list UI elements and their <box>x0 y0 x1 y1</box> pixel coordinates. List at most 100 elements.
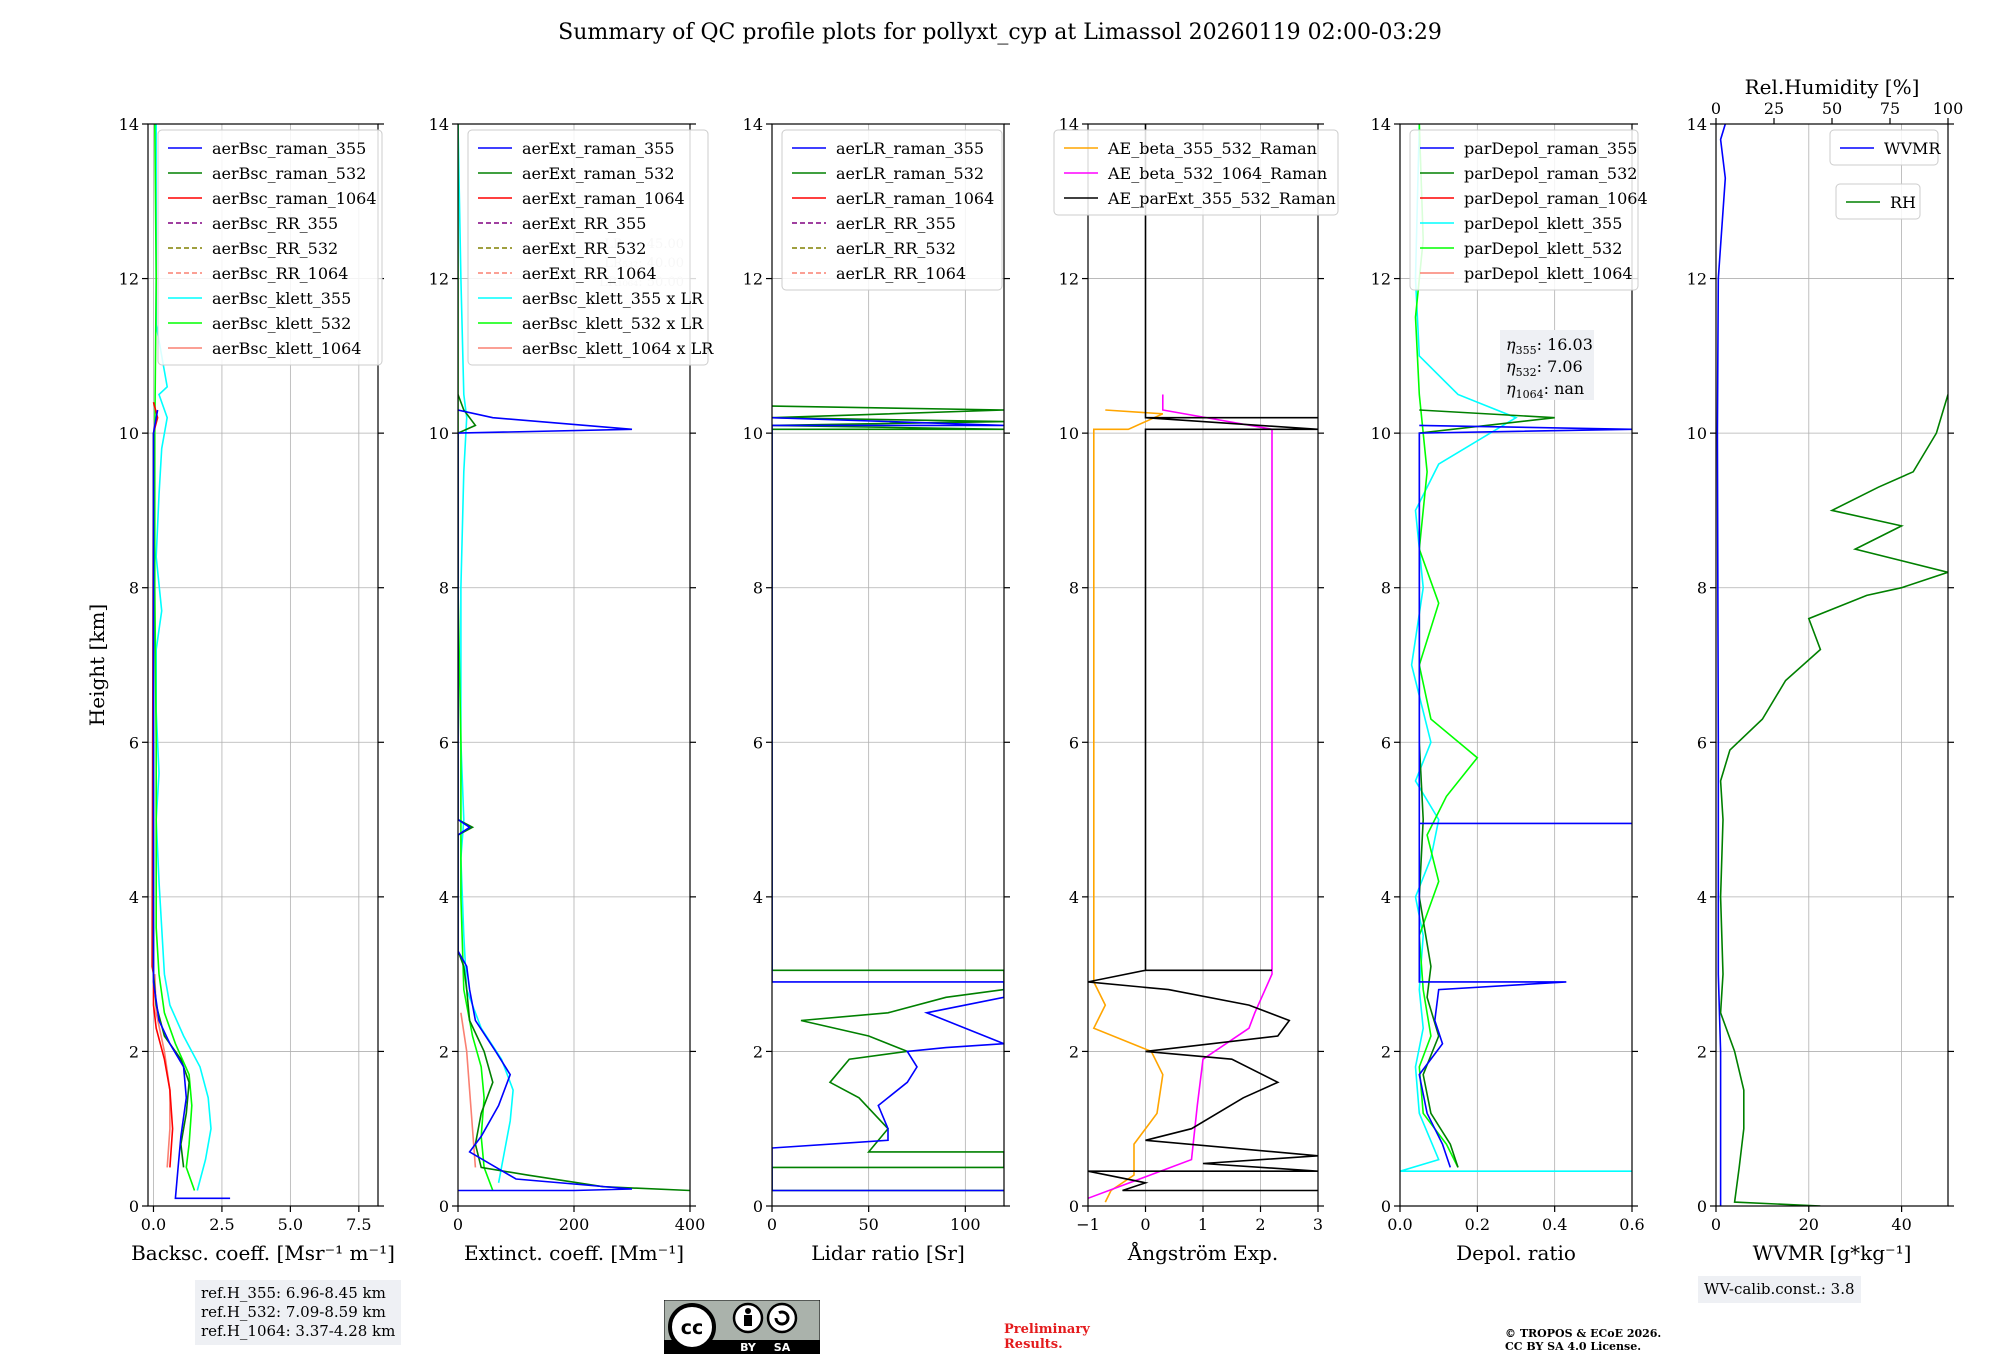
axes-frame <box>771 123 1005 1207</box>
copyright-note: © TROPOS & ECoE 2026. CC BY SA 4.0 Licen… <box>1505 1327 1661 1353</box>
x-tick-label: 0 <box>1140 1215 1150 1234</box>
ref-h-355: ref.H_355: 6.96-8.45 km <box>201 1284 386 1302</box>
y-tick-label: 6 <box>1697 733 1707 752</box>
x-tick-label: 40 <box>1891 1215 1911 1234</box>
legend-label: aerBsc_klett_1064 <box>212 339 361 358</box>
series-line-depolarization-cyan <box>1400 124 1632 1172</box>
preliminary-results-note: Preliminary Results. <box>1004 1322 1090 1352</box>
y-tick-label: 14 <box>1687 115 1707 134</box>
x-tick-label: 100 <box>950 1215 981 1234</box>
eta-sub: 532 <box>1516 366 1537 379</box>
chart-panel-extinction: 0 2 4 6 8 10 12 14 0 200 400 Extinct. coeff. [Mm⁻¹]… <box>429 115 715 1265</box>
x-axis-label: Extinct. coeff. [Mm⁻¹] <box>464 1241 684 1265</box>
eta-symbol: η <box>1506 379 1516 398</box>
y-tick-label: 6 <box>753 733 763 752</box>
y-tick-label: 6 <box>439 733 449 752</box>
legend-label: aerBsc_raman_1064 <box>212 189 377 208</box>
legend-label: aerExt_RR_355 <box>522 214 646 233</box>
cc-license-badge[interactable]: cc BY SA <box>664 1300 820 1354</box>
series-group <box>458 124 690 1192</box>
series-line-depolarization-blue <box>1418 424 1632 1168</box>
series-line-angstrom-orange <box>1092 409 1164 1203</box>
chart-panel-backscatter: 0 2 4 6 8 10 12 14 0.0 2.5 5.0 7.5 Backsc. coeff. [M… <box>85 115 395 1265</box>
legend-box <box>1829 129 1939 166</box>
y-tick-label: 10 <box>743 424 763 443</box>
legend-label: aerBsc_klett_1064 x LR <box>522 339 714 358</box>
x-axis-label: Lidar ratio [Sr] <box>811 1241 965 1265</box>
legend-label: parDepol_klett_355 <box>1464 214 1622 233</box>
y-tick-label: 8 <box>753 579 763 598</box>
y-tick-label: 10 <box>429 424 449 443</box>
x2-tick-label: 100 <box>1933 99 1964 118</box>
legend-label: parDepol_klett_532 <box>1464 239 1622 258</box>
copyright-line2: CC BY SA 4.0 License. <box>1505 1340 1642 1353</box>
y-tick-label: 2 <box>1381 1042 1391 1061</box>
ref-h-532: ref.H_532: 7.09-8.59 km <box>201 1303 386 1321</box>
by-icon-body <box>744 1315 752 1326</box>
series-line-water_vapor-green <box>1719 394 1948 1206</box>
y-tick-label: 0 <box>439 1197 449 1216</box>
by-icon-head <box>745 1308 751 1314</box>
y-tick-label: 8 <box>439 579 449 598</box>
x-tick-label: −1 <box>1076 1215 1100 1234</box>
x-tick-label: 0.0 <box>141 1215 166 1234</box>
legend-label: aerLR_RR_355 <box>836 214 956 233</box>
legend-label: aerExt_raman_532 <box>522 164 675 183</box>
eta-355: η355: 16.03 <box>1506 335 1593 357</box>
sa-label: SA <box>774 1341 791 1354</box>
y-tick-label: 14 <box>743 115 763 134</box>
by-label: BY <box>740 1341 757 1354</box>
series-group <box>1400 124 1632 1172</box>
legend-label: aerBsc_raman_355 <box>212 139 366 158</box>
legend-label: parDepol_klett_1064 <box>1464 264 1633 283</box>
y-tick-label: 12 <box>1687 270 1707 289</box>
y-tick-label: 0 <box>129 1197 139 1216</box>
eta-sub: 355 <box>1516 344 1537 357</box>
x-tick-label: 0.2 <box>1465 1215 1490 1234</box>
x2-tick-label: 75 <box>1880 99 1900 118</box>
y-tick-label: 8 <box>1069 579 1079 598</box>
x2-tick-label: 25 <box>1764 99 1784 118</box>
chart-panel-lidar_ratio: 0 2 4 6 8 10 12 14 0 50 100 Lidar ratio [Sr] aerLR_r… <box>743 115 1010 1265</box>
figure-title: Summary of QC profile plots for pollyxt_… <box>558 20 1442 45</box>
legend-box <box>157 129 383 366</box>
y-tick-label: 6 <box>1381 733 1391 752</box>
y-tick-label: 14 <box>119 115 139 134</box>
y-tick-label: 4 <box>753 888 763 907</box>
legend-label: aerBsc_RR_1064 <box>212 264 348 283</box>
legend-label: parDepol_raman_355 <box>1464 139 1637 158</box>
y-tick-label: 2 <box>1069 1042 1079 1061</box>
y-tick-label: 0 <box>1381 1197 1391 1216</box>
y-tick-label: 0 <box>1069 1197 1079 1216</box>
y-tick-label: 8 <box>1381 579 1391 598</box>
legend-label: RH <box>1890 193 1916 212</box>
series-line-backscatter-cyan <box>155 124 212 1191</box>
legend-label: aerBsc_RR_532 <box>212 239 338 258</box>
series-group <box>772 405 1004 1192</box>
legend-label: aerBsc_klett_355 x LR <box>522 289 704 308</box>
copyright-line1: © TROPOS & ECoE 2026. <box>1505 1327 1662 1340</box>
x-tick-label: 400 <box>675 1215 706 1234</box>
legend-label: parDepol_raman_1064 <box>1464 189 1648 208</box>
x-axis-label: Backsc. coeff. [Msr⁻¹ m⁻¹] <box>131 1241 395 1265</box>
legend-label: aerBsc_RR_355 <box>212 214 338 233</box>
y-tick-label: 4 <box>129 888 139 907</box>
series-line-extinction-blue <box>458 409 633 1192</box>
axes-frame <box>1715 123 1949 1207</box>
y-tick-label: 4 <box>439 888 449 907</box>
y-tick-label: 8 <box>1697 579 1707 598</box>
series-line-backscatter-green <box>152 433 190 1168</box>
eta-1064: η1064: nan <box>1506 379 1584 401</box>
series-line-angstrom-black <box>1088 124 1318 1192</box>
y-tick-label: 12 <box>1371 270 1391 289</box>
y-tick-label: 2 <box>753 1042 763 1061</box>
axes-frame <box>1399 123 1633 1207</box>
preliminary-line2: Results. <box>1004 1337 1063 1352</box>
x-axis-label: Ångström Exp. <box>1127 1240 1278 1265</box>
series-group <box>1088 124 1318 1203</box>
y-tick-label: 10 <box>119 424 139 443</box>
x-tick-label: 1 <box>1198 1215 1208 1234</box>
cc-icon <box>668 1303 716 1351</box>
x-tick-label: 2.5 <box>209 1215 234 1234</box>
